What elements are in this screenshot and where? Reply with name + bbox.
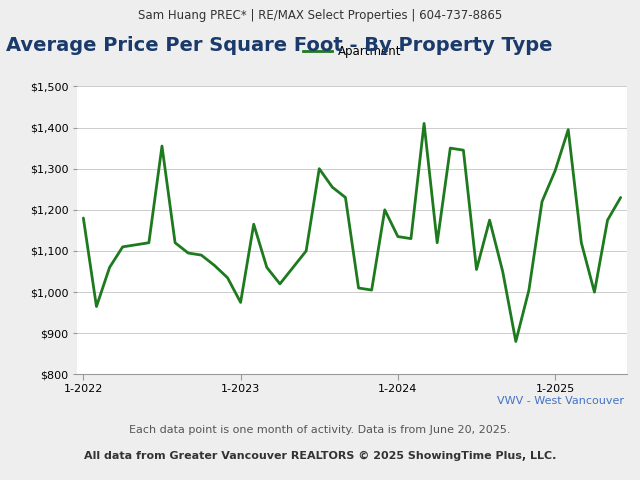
Text: VWV - West Vancouver: VWV - West Vancouver xyxy=(497,396,624,406)
Text: Average Price Per Square Foot - By Property Type: Average Price Per Square Foot - By Prope… xyxy=(6,36,553,55)
Text: Sam Huang PREC* | RE/MAX Select Properties | 604-737-8865: Sam Huang PREC* | RE/MAX Select Properti… xyxy=(138,9,502,22)
Legend: Apartment: Apartment xyxy=(298,40,406,63)
Text: All data from Greater Vancouver REALTORS © 2025 ShowingTime Plus, LLC.: All data from Greater Vancouver REALTORS… xyxy=(84,451,556,461)
Text: Each data point is one month of activity. Data is from June 20, 2025.: Each data point is one month of activity… xyxy=(129,425,511,435)
